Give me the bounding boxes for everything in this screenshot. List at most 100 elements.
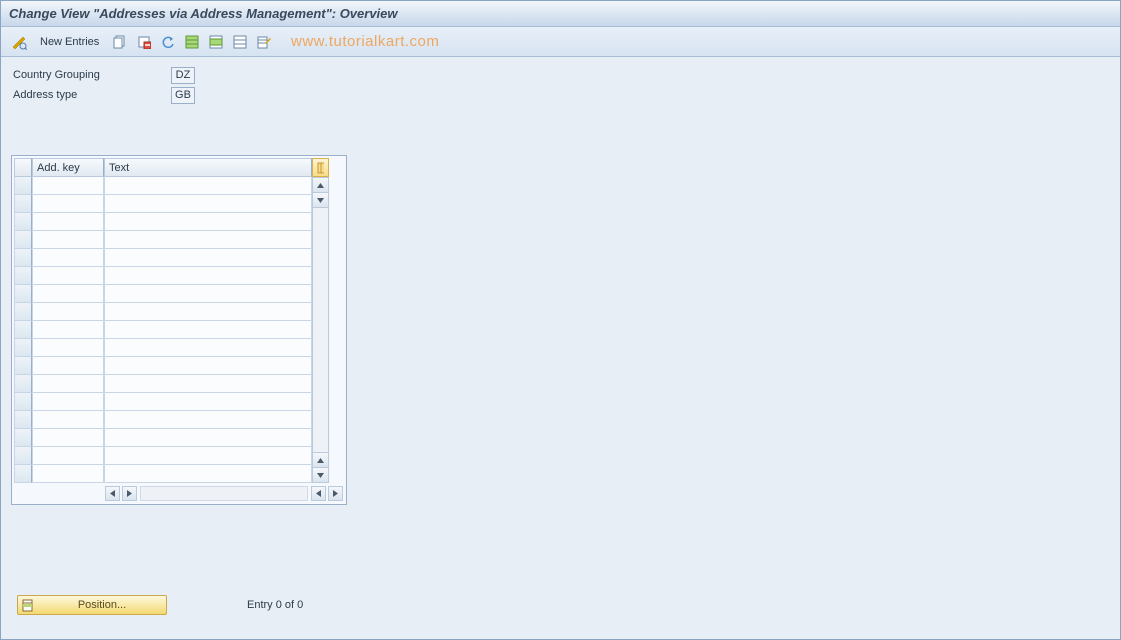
footer: Position... Entry 0 of 0	[17, 595, 303, 615]
scroll-left-icon[interactable]	[105, 486, 120, 501]
table-row[interactable]	[14, 213, 312, 231]
cell-add-key[interactable]	[32, 429, 104, 447]
col-add-key[interactable]: Add. key	[32, 158, 104, 177]
table-row[interactable]	[14, 303, 312, 321]
table-row[interactable]	[14, 447, 312, 465]
new-entries-button[interactable]: New Entries	[33, 32, 106, 52]
cell-text[interactable]	[104, 231, 312, 249]
cell-add-key[interactable]	[32, 213, 104, 231]
table-row[interactable]	[14, 195, 312, 213]
undo-icon[interactable]	[158, 32, 178, 52]
table-config-icon[interactable]	[312, 158, 329, 177]
table-body	[14, 177, 312, 483]
table-row[interactable]	[14, 231, 312, 249]
table-row[interactable]	[14, 411, 312, 429]
cell-add-key[interactable]	[32, 393, 104, 411]
cell-add-key[interactable]	[32, 249, 104, 267]
cell-text[interactable]	[104, 357, 312, 375]
cell-add-key[interactable]	[32, 231, 104, 249]
row-selector[interactable]	[14, 321, 32, 339]
table-row[interactable]	[14, 177, 312, 195]
row-selector[interactable]	[14, 411, 32, 429]
row-selector[interactable]	[14, 285, 32, 303]
table-row[interactable]	[14, 393, 312, 411]
table-row[interactable]	[14, 375, 312, 393]
country-grouping-label: Country Grouping	[11, 69, 171, 81]
page-title: Change View "Addresses via Address Manag…	[9, 6, 398, 21]
col-selector[interactable]	[14, 158, 32, 177]
scroll-up-icon[interactable]	[313, 178, 328, 193]
scroll-track[interactable]	[313, 208, 328, 452]
cell-text[interactable]	[104, 411, 312, 429]
cell-add-key[interactable]	[32, 177, 104, 195]
table-row[interactable]	[14, 267, 312, 285]
scroll-down-icon[interactable]	[313, 193, 328, 208]
cell-add-key[interactable]	[32, 321, 104, 339]
cell-add-key[interactable]	[32, 285, 104, 303]
col-text[interactable]: Text	[104, 158, 312, 177]
cell-text[interactable]	[104, 177, 312, 195]
address-type-value[interactable]: GB	[171, 87, 195, 104]
cell-text[interactable]	[104, 213, 312, 231]
row-selector[interactable]	[14, 339, 32, 357]
table-settings-icon[interactable]	[254, 32, 274, 52]
scroll-down2-icon[interactable]	[313, 467, 328, 482]
table-row[interactable]	[14, 321, 312, 339]
cell-text[interactable]	[104, 375, 312, 393]
row-selector[interactable]	[14, 465, 32, 483]
cell-add-key[interactable]	[32, 339, 104, 357]
cell-text[interactable]	[104, 285, 312, 303]
cell-text[interactable]	[104, 321, 312, 339]
row-selector[interactable]	[14, 429, 32, 447]
cell-add-key[interactable]	[32, 195, 104, 213]
row-selector[interactable]	[14, 249, 32, 267]
row-selector[interactable]	[14, 195, 32, 213]
cell-add-key[interactable]	[32, 447, 104, 465]
cell-add-key[interactable]	[32, 465, 104, 483]
row-selector[interactable]	[14, 357, 32, 375]
copy-icon[interactable]	[110, 32, 130, 52]
row-selector[interactable]	[14, 447, 32, 465]
vertical-scrollbar[interactable]	[312, 177, 329, 483]
horizontal-scrollbar[interactable]	[14, 485, 344, 502]
row-selector[interactable]	[14, 393, 32, 411]
deselect-all-icon[interactable]	[230, 32, 250, 52]
delete-icon[interactable]	[134, 32, 154, 52]
cell-add-key[interactable]	[32, 267, 104, 285]
table-row[interactable]	[14, 465, 312, 483]
scroll-left2-icon[interactable]	[311, 486, 326, 501]
select-all-icon[interactable]	[182, 32, 202, 52]
table-row[interactable]	[14, 357, 312, 375]
table-row[interactable]	[14, 429, 312, 447]
cell-text[interactable]	[104, 195, 312, 213]
row-selector[interactable]	[14, 267, 32, 285]
cell-add-key[interactable]	[32, 411, 104, 429]
scroll-right2-icon[interactable]	[328, 486, 343, 501]
cell-add-key[interactable]	[32, 357, 104, 375]
hscroll-track[interactable]	[140, 486, 308, 501]
cell-text[interactable]	[104, 465, 312, 483]
cell-text[interactable]	[104, 267, 312, 285]
table-row[interactable]	[14, 249, 312, 267]
select-block-icon[interactable]	[206, 32, 226, 52]
cell-text[interactable]	[104, 429, 312, 447]
table-row[interactable]	[14, 285, 312, 303]
cell-add-key[interactable]	[32, 375, 104, 393]
row-selector[interactable]	[14, 177, 32, 195]
scroll-up2-icon[interactable]	[313, 452, 328, 467]
scroll-right-icon[interactable]	[122, 486, 137, 501]
cell-text[interactable]	[104, 249, 312, 267]
row-selector[interactable]	[14, 303, 32, 321]
row-selector[interactable]	[14, 231, 32, 249]
toggle-change-icon[interactable]	[9, 32, 29, 52]
cell-text[interactable]	[104, 339, 312, 357]
row-selector[interactable]	[14, 213, 32, 231]
country-grouping-value[interactable]: DZ	[171, 67, 195, 84]
table-row[interactable]	[14, 339, 312, 357]
cell-add-key[interactable]	[32, 303, 104, 321]
position-button[interactable]: Position...	[17, 595, 167, 615]
cell-text[interactable]	[104, 447, 312, 465]
cell-text[interactable]	[104, 393, 312, 411]
row-selector[interactable]	[14, 375, 32, 393]
cell-text[interactable]	[104, 303, 312, 321]
